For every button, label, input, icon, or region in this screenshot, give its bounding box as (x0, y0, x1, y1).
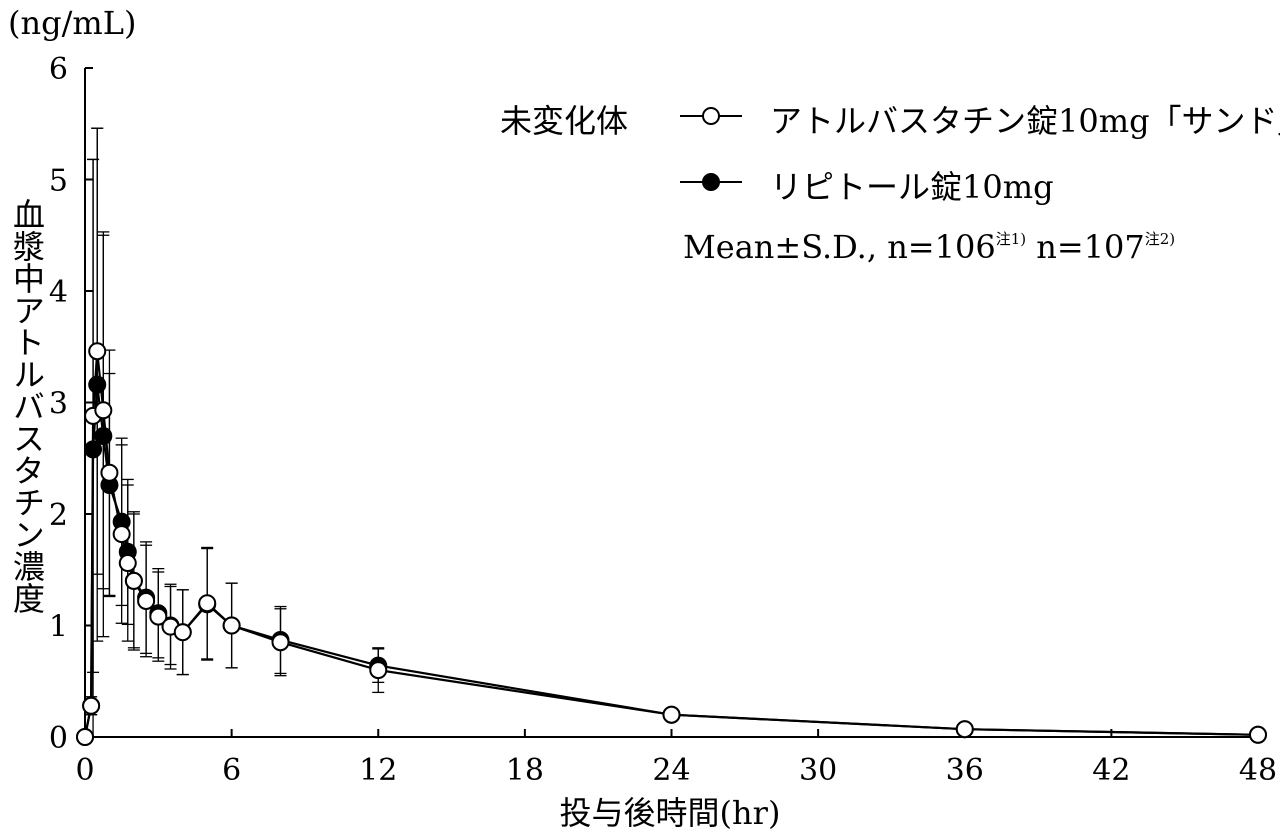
legend-label-test: アトルバスタチン錠10mg「サンド」 (770, 102, 1280, 140)
series-lines (83, 351, 1259, 738)
x-tick-label: 42 (1092, 753, 1130, 788)
stats-note-1: 注1) (995, 230, 1027, 248)
data-point-test (100, 463, 119, 482)
x-tick-label: 48 (1239, 753, 1277, 788)
x-tick-label: 30 (799, 753, 837, 788)
stats-note: Mean±S.D., n=106注1) n=107注2) (683, 228, 1175, 266)
legend-marks (680, 107, 742, 191)
data-point-test (173, 623, 192, 642)
data-point-test (88, 342, 107, 361)
data-point-test (76, 728, 94, 746)
y-tick-label: 4 (49, 275, 68, 310)
data-point-test (222, 616, 241, 635)
series-line-test (83, 351, 1259, 738)
series-markers (76, 342, 1267, 746)
x-tick-label: 6 (222, 753, 241, 788)
data-point-test (271, 633, 290, 652)
y-tick-label: 5 (49, 164, 68, 199)
data-point-test (124, 571, 143, 590)
y-tick-label: 3 (49, 387, 68, 422)
y-tick-label: 6 (49, 52, 68, 87)
legend-mark-test (702, 107, 720, 125)
data-point-test (82, 696, 101, 715)
legend-label-reference: リピトール錠10mg (770, 168, 1054, 206)
data-point-reference (88, 375, 107, 394)
data-point-test (137, 591, 156, 610)
stats-text-2: n=107 (1036, 228, 1145, 266)
data-point-test (198, 594, 217, 613)
y-unit-label: (ng/mL) (8, 4, 137, 42)
data-point-test (118, 554, 137, 573)
legend-group-label: 未変化体 (500, 102, 629, 140)
data-point-test (112, 525, 131, 544)
y-axis-label: 血漿中アトルバスタチン濃度 (8, 198, 46, 614)
x-tick-label: 18 (506, 753, 544, 788)
x-axis-label: 投与後時間(hr) (559, 794, 781, 832)
legend-mark-reference (702, 173, 720, 191)
x-tick-label: 0 (75, 753, 94, 788)
data-point-test (662, 705, 681, 724)
data-point-test (94, 401, 113, 420)
y-tick-label: 1 (49, 610, 68, 645)
x-tick-label: 12 (359, 753, 397, 788)
data-point-test (955, 720, 974, 739)
y-tick-label: 0 (49, 721, 68, 756)
stats-note-2: 注2) (1144, 230, 1176, 248)
y-tick-label: 2 (49, 498, 68, 533)
data-point-test (149, 607, 168, 626)
series-line-reference (83, 384, 1259, 738)
x-tick-label: 36 (946, 753, 984, 788)
stats-text: Mean±S.D., n=106 (683, 228, 996, 266)
data-point-test (1249, 725, 1267, 744)
data-point-test (369, 661, 388, 680)
error-bars (85, 127, 1264, 738)
x-tick-label: 24 (652, 753, 690, 788)
data-point-reference (84, 440, 103, 459)
data-point-reference (94, 426, 113, 445)
